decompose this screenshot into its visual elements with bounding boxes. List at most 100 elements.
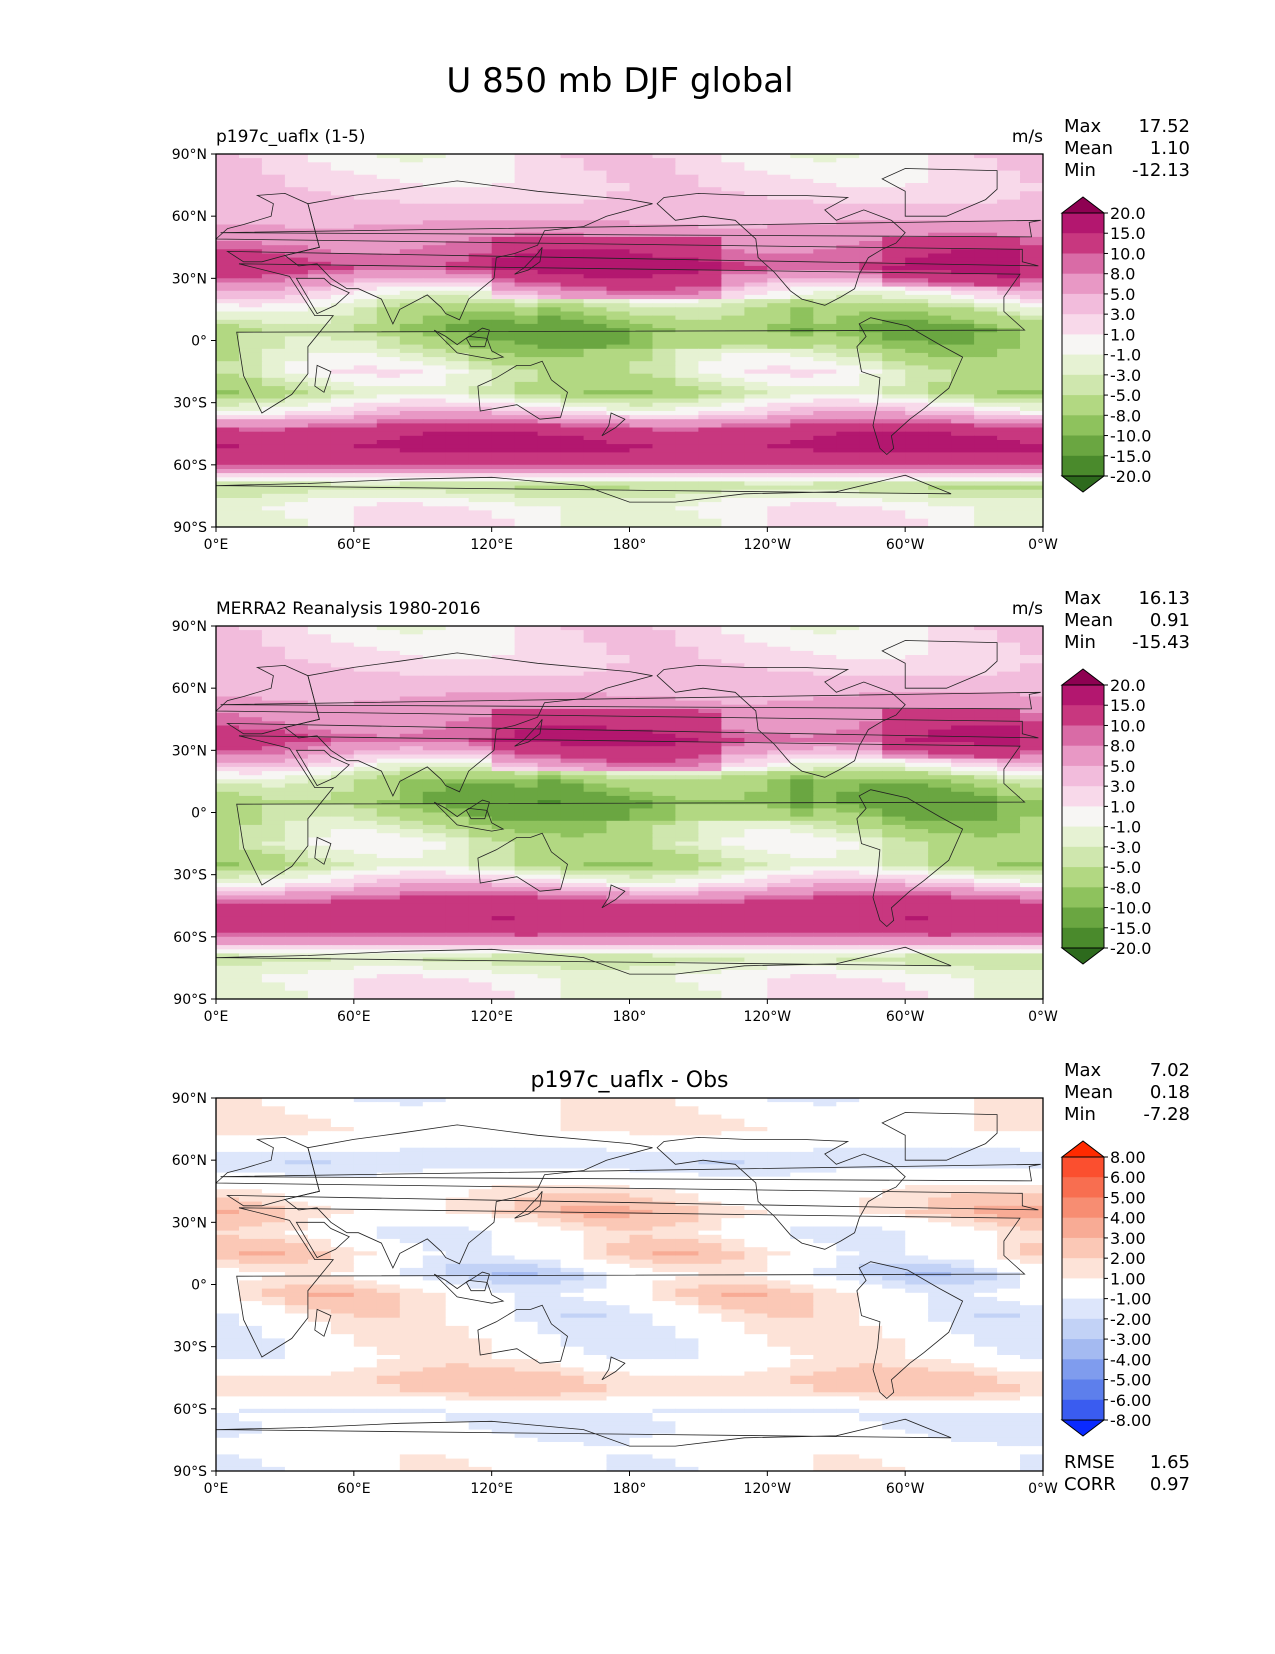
field-cell bbox=[469, 312, 493, 317]
field-cell bbox=[515, 473, 539, 478]
field-cell bbox=[744, 179, 768, 184]
field-cell bbox=[492, 804, 516, 809]
field-cell bbox=[675, 651, 699, 656]
field-cell bbox=[561, 179, 585, 184]
field-cell bbox=[446, 705, 470, 710]
field-cell bbox=[790, 502, 814, 507]
field-cell bbox=[1020, 763, 1044, 768]
field-cell bbox=[721, 411, 745, 416]
field-cell bbox=[262, 249, 286, 254]
field-cell bbox=[515, 767, 539, 772]
field-cell bbox=[216, 307, 240, 312]
field-cell bbox=[216, 419, 240, 424]
field-cell bbox=[997, 638, 1021, 643]
field-cell bbox=[239, 713, 263, 718]
field-cell bbox=[239, 270, 263, 275]
field-cell bbox=[216, 796, 240, 801]
field-cell bbox=[469, 519, 493, 524]
field-cell bbox=[1020, 415, 1044, 420]
field-cell bbox=[239, 440, 263, 445]
field-cell bbox=[262, 680, 286, 685]
field-cell bbox=[721, 357, 745, 362]
field-cell bbox=[630, 473, 654, 478]
field-cell bbox=[767, 705, 791, 710]
field-cell bbox=[744, 506, 768, 511]
field-cell bbox=[331, 448, 355, 453]
field-cell bbox=[561, 701, 585, 706]
field-cell bbox=[836, 175, 860, 180]
field-cell bbox=[836, 357, 860, 362]
field-cell bbox=[836, 204, 860, 209]
field-cell bbox=[607, 154, 631, 159]
field-cell bbox=[790, 486, 814, 491]
field-cell bbox=[262, 717, 286, 722]
field-cell bbox=[607, 651, 631, 656]
field-cell bbox=[262, 692, 286, 697]
field-cell bbox=[813, 494, 837, 499]
field-cell bbox=[836, 763, 860, 768]
field-cell bbox=[813, 717, 837, 722]
field-cell bbox=[400, 171, 424, 176]
field-cell bbox=[951, 403, 975, 408]
colorbar-tick-label: 15.0 bbox=[1110, 224, 1146, 243]
field-cell bbox=[859, 663, 883, 668]
field-cell bbox=[584, 341, 608, 346]
field-cell bbox=[354, 204, 378, 209]
field-cell bbox=[446, 634, 470, 639]
field-cell bbox=[767, 680, 791, 685]
field-cell bbox=[446, 494, 470, 499]
field-cell bbox=[974, 299, 998, 304]
field-cell bbox=[951, 303, 975, 308]
field-cell bbox=[951, 175, 975, 180]
field-cell bbox=[997, 216, 1021, 221]
field-cell bbox=[469, 162, 493, 167]
field-cell bbox=[446, 278, 470, 283]
field-cell bbox=[239, 792, 263, 797]
field-cell bbox=[538, 734, 562, 739]
field-cell bbox=[607, 709, 631, 714]
field-cell bbox=[905, 390, 929, 395]
field-cell bbox=[813, 510, 837, 515]
field-cell bbox=[469, 411, 493, 416]
x-tick-label: 60°E bbox=[337, 537, 371, 553]
field-cell bbox=[905, 349, 929, 354]
field-cell bbox=[928, 158, 952, 163]
field-cell bbox=[423, 784, 447, 789]
field-cell bbox=[721, 448, 745, 453]
field-cell bbox=[790, 245, 814, 250]
field-cell bbox=[262, 166, 286, 171]
field-cell bbox=[653, 237, 677, 242]
field-cell bbox=[262, 755, 286, 760]
field-cell bbox=[377, 672, 401, 677]
field-cell bbox=[997, 796, 1021, 801]
field-cell bbox=[331, 357, 355, 362]
field-cell bbox=[698, 457, 722, 462]
field-cell bbox=[285, 411, 309, 416]
field-cell bbox=[354, 415, 378, 420]
field-cell bbox=[492, 759, 516, 764]
field-cell bbox=[538, 225, 562, 230]
field-cell bbox=[262, 278, 286, 283]
field-cell bbox=[515, 353, 539, 358]
field-cell bbox=[492, 258, 516, 263]
field-cell bbox=[836, 341, 860, 346]
field-cell bbox=[1020, 411, 1044, 416]
field-cell bbox=[469, 742, 493, 747]
field-cell bbox=[630, 316, 654, 321]
field-cell bbox=[951, 415, 975, 420]
field-cell bbox=[538, 378, 562, 383]
field-cell bbox=[882, 759, 906, 764]
field-cell bbox=[377, 332, 401, 337]
field-cell bbox=[813, 403, 837, 408]
field-cell bbox=[630, 734, 654, 739]
field-cell bbox=[882, 734, 906, 739]
field-cell bbox=[790, 204, 814, 209]
field-cell bbox=[997, 432, 1021, 437]
field-cell bbox=[216, 659, 240, 664]
field-cell bbox=[1020, 278, 1044, 283]
field-cell bbox=[584, 709, 608, 714]
field-cell bbox=[928, 324, 952, 329]
field-cell bbox=[561, 477, 585, 482]
field-cell bbox=[262, 386, 286, 391]
field-cell bbox=[813, 345, 837, 350]
